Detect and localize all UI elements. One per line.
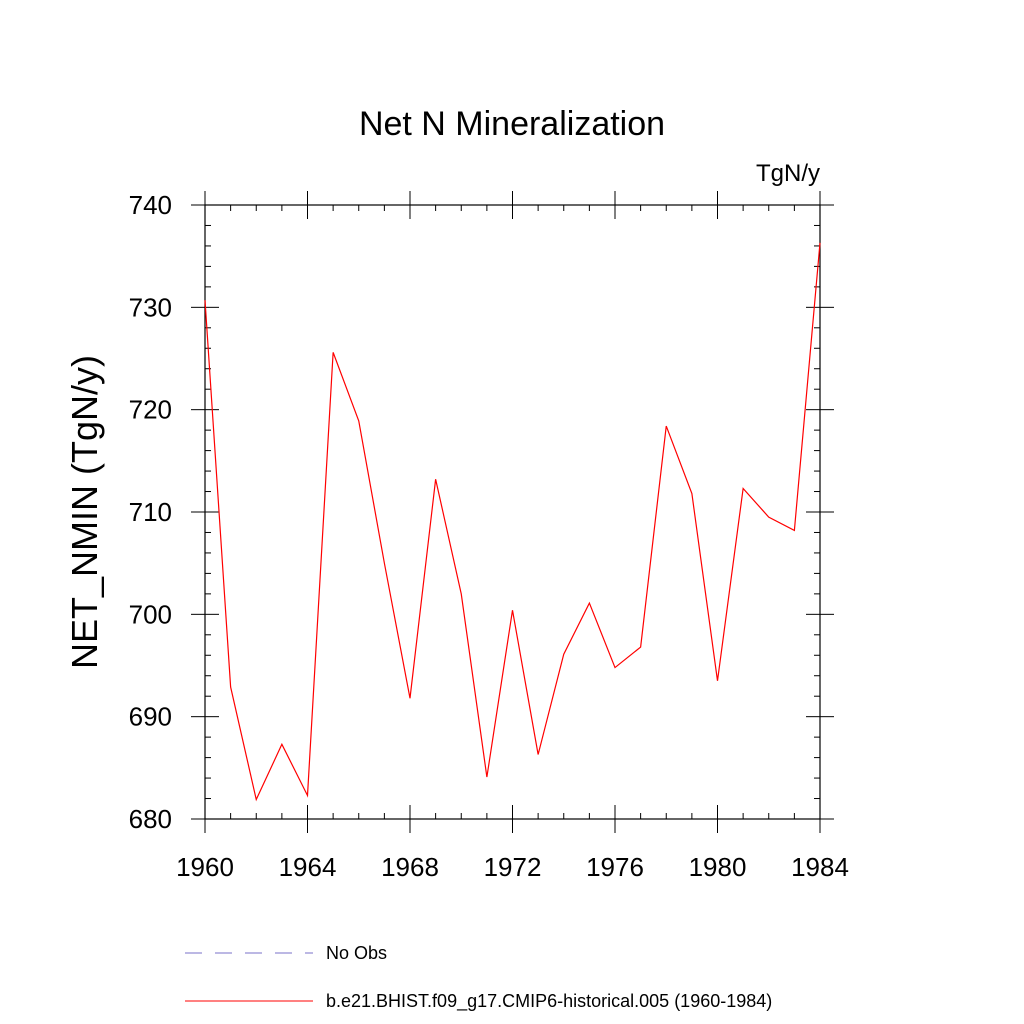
legend-label: b.e21.BHIST.f09_g17.CMIP6-historical.005… <box>326 991 772 1012</box>
y-tick-label: 740 <box>129 190 172 220</box>
chart-title: Net N Mineralization <box>359 105 665 143</box>
series-layer <box>204 242 821 802</box>
y-tick-label: 680 <box>129 804 172 834</box>
series-line <box>204 242 821 802</box>
y-tick-label: 700 <box>129 599 172 629</box>
axis-ticks <box>191 191 834 833</box>
y-tick-label: 690 <box>129 702 172 732</box>
y-tick-label: 710 <box>129 497 172 527</box>
plot-frame <box>204 204 821 820</box>
x-tick-label: 1984 <box>791 852 849 882</box>
y-tick-label: 730 <box>129 292 172 322</box>
x-tick-label: 1960 <box>176 852 234 882</box>
legend: No Obs b.e21.BHIST.f09_g17.CMIP6-historic… <box>185 943 772 1012</box>
units-label: TgN/y <box>756 160 820 187</box>
x-tick-label: 1964 <box>279 852 337 882</box>
x-tick-label: 1968 <box>381 852 439 882</box>
y-tick-label: 720 <box>129 395 172 425</box>
x-tick-label: 1972 <box>484 852 542 882</box>
legend-label: No Obs <box>326 943 387 963</box>
x-tick-label: 1976 <box>586 852 644 882</box>
x-tick-label: 1980 <box>689 852 747 882</box>
tick-labels: 1960 1964 1968 1972 1976 1980 1984 680 690 700 710… <box>129 190 849 882</box>
y-axis-label: NET_NMIN (TgN/y) <box>64 355 105 669</box>
